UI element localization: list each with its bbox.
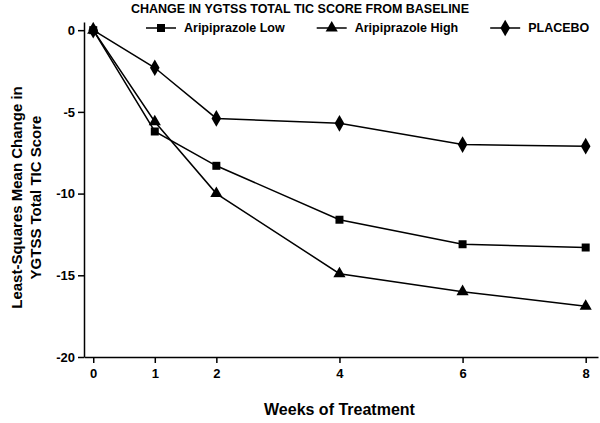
- series-marker: [212, 110, 222, 127]
- series-marker: [151, 127, 159, 135]
- y-axis-title: Least-Squares Mean Change in: [8, 86, 25, 309]
- y-tick: -10: [56, 186, 84, 201]
- series-line: [93, 30, 585, 306]
- x-tick-label: 8: [583, 366, 590, 381]
- y-tick: -15: [56, 268, 84, 283]
- x-axis: 0 1 2 4 6 8: [85, 357, 599, 381]
- title: CHANGE IN YGTSS TOTAL TIC SCORE FROM BAS…: [131, 2, 469, 16]
- x-tick-mark: [93, 357, 95, 363]
- series-marker: [459, 240, 467, 248]
- data-area: [87, 22, 592, 310]
- x-tick-label: 2: [213, 366, 220, 381]
- legend-label: PLACEBO: [528, 21, 589, 35]
- y-tick-label: -10: [56, 186, 75, 201]
- y-axis-title: YGTSS Total TIC Score: [27, 116, 44, 280]
- x-axis-line: [85, 357, 599, 359]
- x-tick-mark: [462, 357, 464, 363]
- series-marker: [149, 115, 161, 126]
- series-marker: [580, 299, 592, 310]
- y-tick-mark: [78, 30, 84, 32]
- y-tick: -20: [56, 350, 84, 365]
- series-marker: [212, 162, 220, 170]
- series-line: [93, 30, 585, 247]
- x-tick-label: 0: [90, 366, 97, 381]
- x-tick-label: 1: [152, 366, 159, 381]
- y-tick-label: 0: [68, 23, 75, 38]
- series-marker: [210, 187, 222, 198]
- legend-item: PLACEBO: [490, 20, 589, 37]
- x-tick: 6: [459, 357, 466, 381]
- y-tick-mark: [78, 357, 84, 359]
- series-marker: [335, 216, 343, 224]
- x-tick: 8: [583, 357, 590, 381]
- legend-item: Aripiprazole Low: [146, 21, 285, 35]
- x-tick: 2: [213, 357, 220, 381]
- legend-marker: [326, 21, 338, 32]
- x-tick-mark: [339, 357, 341, 363]
- series-marker: [581, 138, 591, 155]
- y-tick-mark: [78, 275, 84, 277]
- series-marker: [335, 115, 345, 132]
- x-tick-label: 6: [459, 366, 466, 381]
- legend-marker: [500, 20, 510, 37]
- series-marker: [582, 244, 590, 252]
- series-marker: [150, 59, 160, 76]
- x-tick-mark: [216, 357, 218, 363]
- y-axis: 0 -5 -10 -15 -20: [56, 23, 84, 365]
- y-tick-mark: [78, 112, 84, 114]
- y-tick-label: -5: [63, 105, 75, 120]
- x-tick: 4: [336, 357, 344, 381]
- y-tick-label: -20: [56, 350, 75, 365]
- x-tick-label: 4: [336, 366, 344, 381]
- x-tick-mark: [585, 357, 587, 363]
- chart: 0 1 2 4 6 8 0 -5 -10 -15 -20 CHANGE IN YGTSS TOTAL …: [0, 0, 600, 423]
- series-marker: [458, 136, 468, 153]
- y-axis-line: [84, 23, 86, 358]
- x-axis-title: Weeks of Treatment: [264, 401, 416, 418]
- legend-item: Aripiprazole High: [317, 21, 458, 35]
- legend: Aripiprazole Low Aripiprazole High PLACEBO: [146, 20, 590, 37]
- series-marker: [88, 22, 98, 38]
- x-tick: 0: [90, 357, 97, 381]
- x-tick: 1: [152, 357, 159, 381]
- y-tick: -5: [63, 105, 84, 120]
- legend-marker: [157, 24, 165, 32]
- x-tick-mark: [155, 357, 157, 363]
- y-tick-mark: [78, 193, 84, 195]
- series-line: [93, 30, 585, 146]
- y-tick: 0: [68, 23, 84, 38]
- series-marker: [456, 285, 468, 296]
- y-tick-label: -15: [56, 268, 75, 283]
- series-marker: [333, 267, 345, 278]
- legend-label: Aripiprazole Low: [184, 21, 285, 35]
- plot: 0 1 2 4 6 8 0 -5 -10 -15 -20: [56, 22, 598, 381]
- legend-label: Aripiprazole High: [355, 21, 458, 35]
